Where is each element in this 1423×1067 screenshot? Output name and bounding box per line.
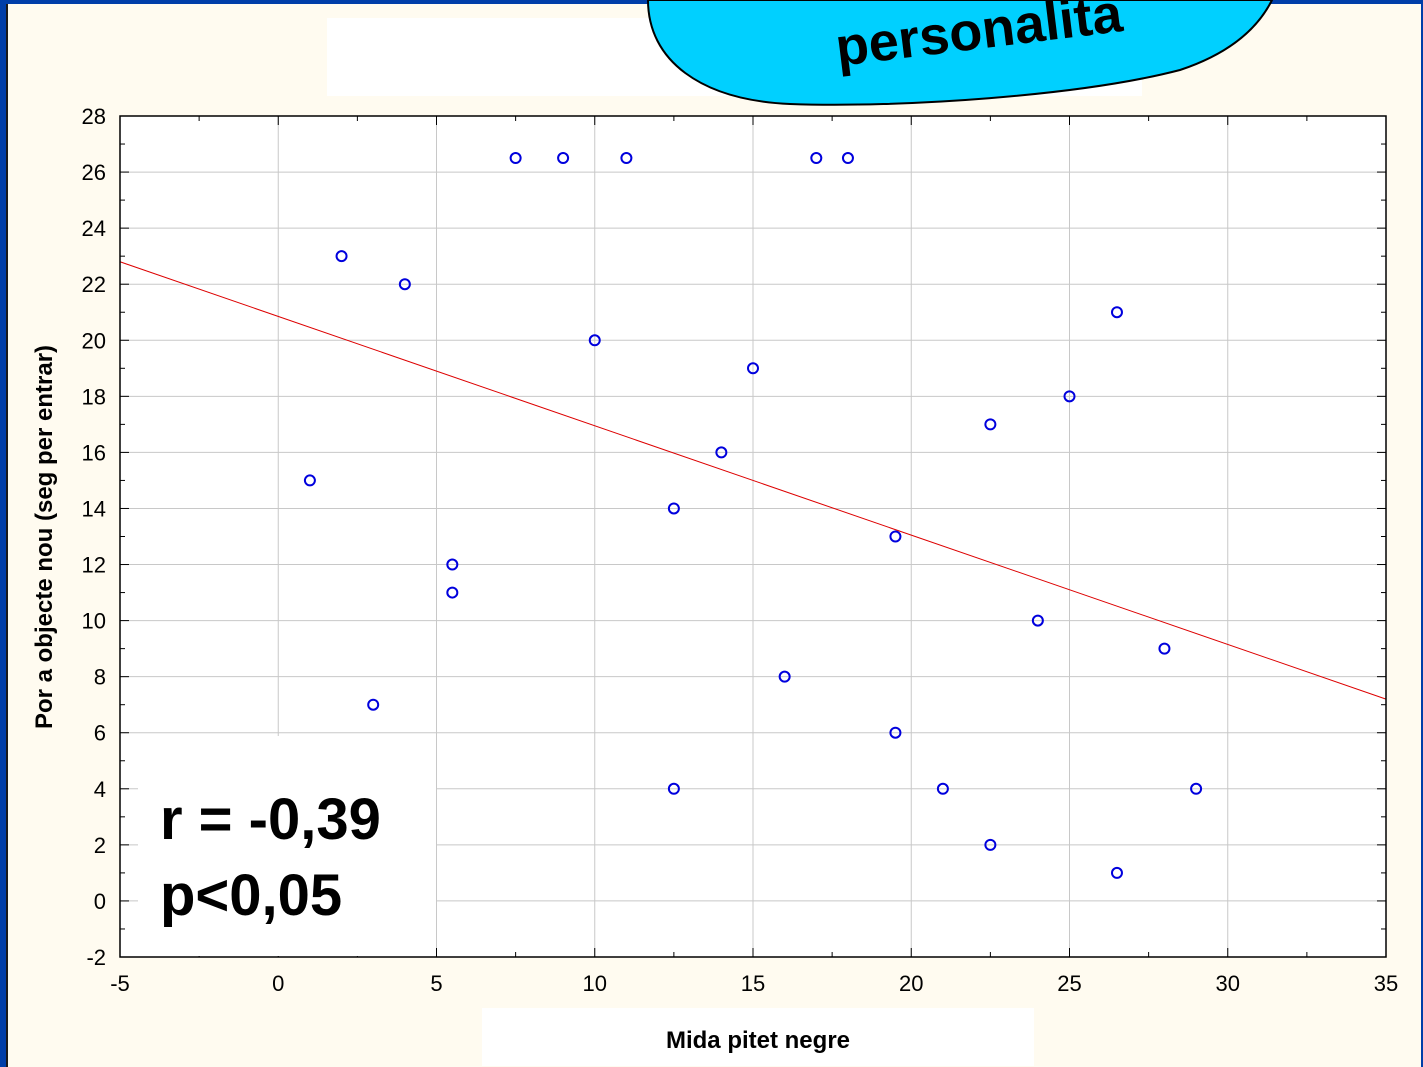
data-point [446, 558, 459, 571]
y-axis-title: Por a objecte nou (seg per entrar) [31, 345, 58, 729]
x-tick-label: -5 [110, 971, 130, 996]
stats-box [138, 760, 436, 956]
data-point [1110, 306, 1123, 319]
xlabel-backdrop [482, 1008, 1034, 1066]
regression-layer [119, 261, 1387, 700]
data-point [667, 782, 680, 795]
data-point [1031, 614, 1044, 627]
data-point [303, 474, 316, 487]
x-tick-label: 20 [899, 971, 923, 996]
y-tick-label: 20 [82, 328, 106, 353]
data-point [889, 726, 902, 739]
bubble-shape [646, 0, 1274, 106]
y-tick-label: 8 [94, 665, 106, 690]
data-point [984, 418, 997, 431]
x-tick-label: 25 [1057, 971, 1081, 996]
data-point [335, 250, 348, 263]
y-tick-label: 0 [94, 889, 106, 914]
x-tick-label: 10 [583, 971, 607, 996]
data-points [303, 152, 1203, 879]
y-tick-label: 14 [82, 496, 106, 521]
y-tick-label: 26 [82, 160, 106, 185]
x-tick-label: 5 [430, 971, 442, 996]
grid-lines [120, 116, 1386, 957]
data-point [889, 530, 902, 543]
x-tick-label: 0 [272, 971, 284, 996]
data-point [588, 334, 601, 347]
data-point [778, 670, 791, 683]
data-point [557, 152, 570, 165]
axis-ticks [119, 115, 1387, 958]
y-tick-label: -2 [86, 945, 106, 970]
y-tick-label: 28 [82, 104, 106, 129]
y-tick-label: 12 [82, 553, 106, 578]
x-axis-title: Mida pitet negre [666, 1027, 850, 1054]
x-tick-label: 30 [1216, 971, 1240, 996]
p-value: p<0,05 [160, 863, 343, 928]
data-point [841, 152, 854, 165]
data-point [984, 838, 997, 851]
x-tick-label: 35 [1374, 971, 1398, 996]
y-tick-label: 16 [82, 440, 106, 465]
data-point [1158, 642, 1171, 655]
data-point [398, 278, 411, 291]
data-point [446, 586, 459, 599]
data-point [1063, 390, 1076, 403]
data-point [367, 698, 380, 711]
data-point [620, 152, 633, 165]
data-point [509, 152, 522, 165]
regression-line [119, 261, 1387, 700]
y-tick-label: 18 [82, 384, 106, 409]
y-tick-label: 6 [94, 721, 106, 746]
plot-border [119, 115, 1387, 958]
data-point [936, 782, 949, 795]
tick-labels: -5 0 5 10 15 20 25 30 35-20246810121416182022242… [82, 104, 1399, 996]
data-point [715, 446, 728, 459]
callout-bubble: personalita [646, 0, 1274, 106]
data-point [810, 152, 823, 165]
y-tick-label: 2 [94, 833, 106, 858]
data-point [747, 362, 759, 375]
x-tick-label: 15 [741, 971, 765, 996]
y-tick-label: 24 [82, 216, 106, 241]
stats-box-upper [276, 736, 436, 766]
data-point [667, 502, 680, 515]
correlation-r: r = -0,39 [160, 787, 381, 852]
y-tick-label: 4 [94, 777, 106, 802]
stats-annotation: r = -0,39 p<0,05 [160, 782, 381, 934]
y-tick-label: 22 [82, 272, 106, 297]
y-tick-label: 10 [82, 609, 106, 634]
data-point [1190, 782, 1203, 795]
data-point [1110, 866, 1123, 879]
